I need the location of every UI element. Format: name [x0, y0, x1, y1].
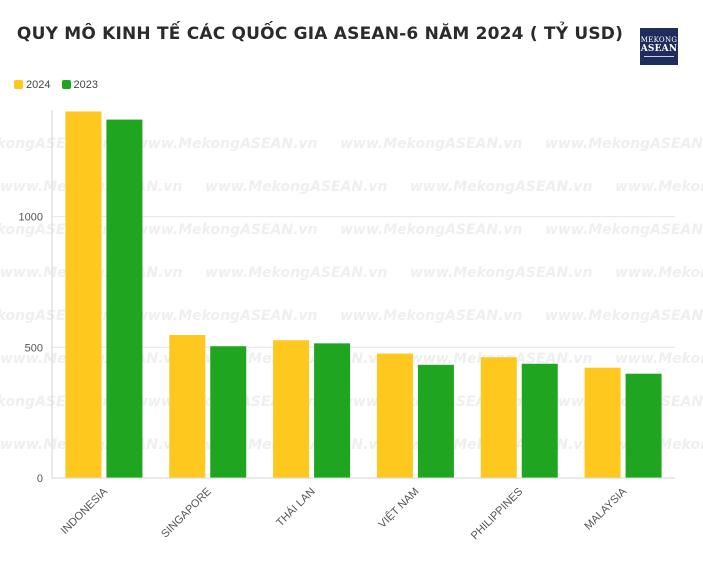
- legend-swatch-2023: [61, 80, 71, 89]
- x-tick-label: MALAYSIA: [582, 485, 629, 532]
- chart-title: QUY MÔ KINH TẾ CÁC QUỐC GIA ASEAN-6 NĂM …: [16, 24, 624, 44]
- y-tick-label: 0: [37, 473, 43, 485]
- watermark-text: www.MekongASEAN.vn: [615, 179, 703, 195]
- watermark-text: www.MekongASEAN.vn: [545, 394, 703, 410]
- bar-2023-0[interactable]: [106, 119, 143, 479]
- watermark-text: www.MekongASEAN.vn: [545, 136, 703, 152]
- watermark-text: www.MekongASEAN.vn: [410, 179, 593, 195]
- gridlines: [52, 216, 675, 348]
- legend-label-2024: 2024: [26, 79, 51, 91]
- logo-line1: MEKONG: [640, 36, 678, 44]
- x-tick-label: VIỆT NAM: [376, 485, 422, 531]
- x-tick-label: THÁI LAN: [273, 485, 317, 529]
- bar-2024-4[interactable]: [480, 357, 517, 478]
- bar-2023-2[interactable]: [314, 343, 351, 478]
- bar-2024-0[interactable]: [65, 111, 102, 478]
- watermark-text: www.MekongASEAN.vn: [340, 136, 523, 152]
- bar-2024-1[interactable]: [169, 334, 206, 478]
- watermark-text: www.MekongASEAN.vn: [135, 136, 318, 152]
- bar-2023-5[interactable]: [625, 373, 662, 478]
- watermark-text: www.MekongASEAN.vn: [205, 265, 388, 281]
- watermark-text: www.MekongASEAN.vn: [410, 265, 593, 281]
- logo-line2: ASEAN: [640, 44, 678, 54]
- watermark-text: www.MekongASEAN.vn: [135, 222, 318, 238]
- legend: 2024 2023: [14, 79, 106, 91]
- legend-label-2023: 2023: [73, 79, 99, 91]
- y-tick-label: 500: [25, 342, 43, 354]
- y-tick-label: 1000: [19, 212, 43, 224]
- watermark-text: www.MekongASEAN.vn: [615, 265, 703, 281]
- bars: [65, 111, 662, 479]
- logo-rule: [644, 56, 674, 57]
- x-tick-label: PHILIPPINES: [469, 486, 525, 542]
- x-tick-label: INDONESIA: [59, 485, 111, 537]
- legend-item-2024[interactable]: 2024: [14, 79, 50, 91]
- watermark-text: www.MekongASEAN.vn: [340, 308, 523, 324]
- bar-2023-1[interactable]: [210, 346, 247, 478]
- bar-2024-3[interactable]: [376, 353, 413, 478]
- legend-item-2023[interactable]: 2023: [61, 79, 99, 91]
- watermark-text: www.MekongASEAN.vn: [545, 308, 703, 324]
- watermark-text: www.MekongASEAN.vn: [340, 222, 523, 238]
- watermark-text: www.MekongASEAN.vn: [135, 308, 318, 324]
- watermark-text: www.MekongASEAN.vn: [545, 222, 703, 238]
- watermark-text: www.MekongASEAN.vn: [615, 351, 703, 367]
- x-tick-label: SINGAPORE: [159, 486, 214, 541]
- bar-2023-3[interactable]: [417, 364, 454, 478]
- watermark-text: www.MekongASEAN.vn: [205, 179, 388, 195]
- mekong-asean-logo: MEKONG ASEAN: [640, 28, 678, 65]
- bar-2024-2[interactable]: [273, 340, 310, 478]
- bar-2024-5[interactable]: [584, 367, 621, 478]
- legend-swatch-2024: [14, 80, 23, 89]
- bar-2023-4[interactable]: [521, 363, 558, 478]
